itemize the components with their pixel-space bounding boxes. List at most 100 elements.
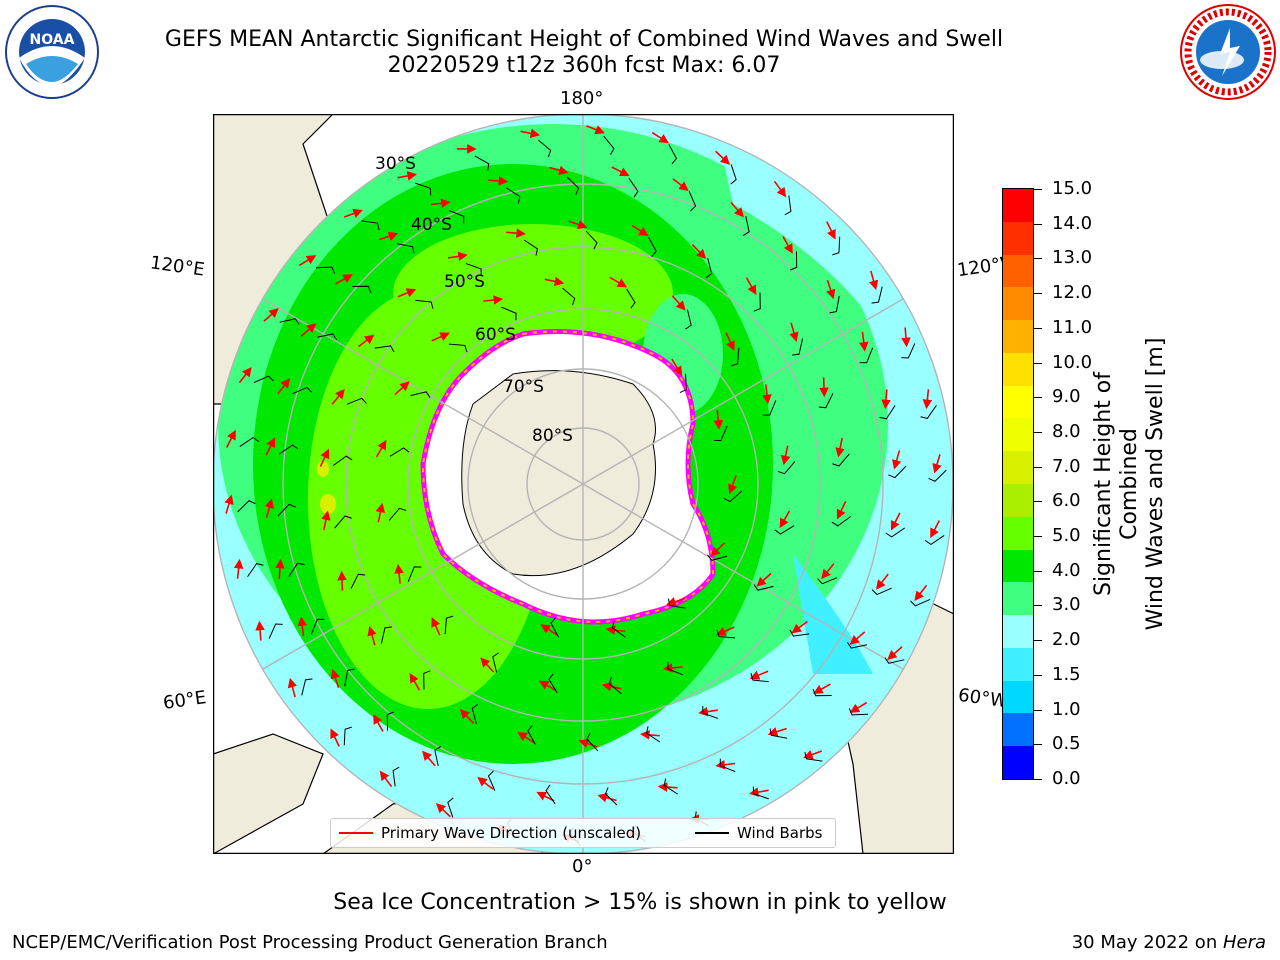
wave-direction-arrow	[835, 437, 845, 458]
wave-direction-arrow	[868, 270, 879, 291]
colorbar-segment	[1003, 320, 1033, 353]
legend-swatch-wave	[339, 832, 373, 834]
wind-barb	[344, 668, 355, 687]
colorbar-segment	[1003, 582, 1033, 616]
wind-barb	[388, 507, 407, 521]
wave-direction-arrow	[780, 445, 791, 466]
wind-barb	[434, 746, 442, 767]
wind-barb	[924, 535, 945, 546]
wind-barb	[831, 516, 852, 527]
wind-barb	[730, 347, 740, 367]
wave-direction-arrow	[813, 683, 831, 694]
wave-direction-arrow	[836, 501, 847, 520]
wind-barb	[789, 629, 810, 637]
lat-label-40s: 40°S	[411, 215, 452, 235]
wind-barb	[471, 703, 479, 725]
wind-barb	[928, 469, 947, 482]
wind-barb	[829, 295, 840, 314]
wind-barb	[586, 732, 599, 752]
wind-barb	[888, 465, 907, 479]
wind-barb	[719, 758, 736, 773]
wave-direction-arrow	[538, 680, 557, 692]
wave-direction-arrow	[609, 276, 628, 288]
wind-barb	[423, 670, 431, 690]
wave-direction-arrow	[875, 573, 889, 590]
colorbar-tick-label: 10.0	[1052, 351, 1093, 373]
colorbar-segment	[1003, 647, 1033, 681]
antarctic-continent	[461, 370, 656, 577]
wind-barb	[753, 584, 774, 591]
wave-direction-arrow	[409, 672, 421, 691]
wave-direction-arrow	[275, 558, 285, 579]
colorbar-segment	[1003, 516, 1033, 550]
wind-barb	[792, 338, 804, 356]
wave-direction-arrow	[358, 334, 375, 348]
wave-direction-arrow	[930, 520, 941, 539]
wave-direction-arrow	[430, 198, 451, 209]
colorbar-tick	[1034, 779, 1042, 780]
wind-barb	[316, 333, 337, 341]
colorbar-title-line1: Significant Height of Combined	[1091, 371, 1142, 597]
wave-direction-arrow	[394, 563, 404, 584]
wave-direction-arrow	[488, 176, 509, 186]
wave-direction-arrow	[666, 597, 686, 607]
wind-barb	[790, 251, 798, 271]
colorbar-segment	[1003, 451, 1033, 484]
colorbar-tick-label: 7.0	[1052, 455, 1081, 477]
chart-title: GEFS MEAN Antarctic Significant Height o…	[164, 27, 1004, 52]
colorbar-tick	[1034, 293, 1042, 295]
wind-barb	[832, 236, 841, 256]
wind-barb	[506, 187, 521, 204]
wind-barb	[407, 566, 422, 582]
wave-direction-arrow	[422, 750, 436, 767]
wind-barb	[566, 176, 580, 195]
wind-barb	[278, 444, 299, 455]
wind-barb	[603, 135, 615, 155]
wind-barb	[301, 678, 313, 696]
wind-barb	[871, 286, 883, 304]
wind-barb	[315, 266, 336, 274]
wave-direction-arrow	[297, 616, 308, 637]
colorbar-tick-label: 13.0	[1052, 247, 1093, 269]
wave-direction-arrow	[715, 150, 731, 165]
lon-label-120e: 120°E	[148, 252, 206, 281]
wave-direction-arrow	[611, 166, 630, 177]
colorbar-tick-label: 0.5	[1052, 733, 1081, 755]
wind-barb	[604, 787, 618, 806]
wave-direction-arrow	[379, 231, 399, 241]
wave-direction-arrow	[782, 236, 793, 254]
wind-barb	[784, 195, 792, 216]
wave-direction-arrow	[749, 670, 769, 680]
colorbar-tick	[1034, 223, 1042, 225]
wave-direction-arrow	[263, 308, 279, 322]
colorbar-tick	[1034, 536, 1042, 538]
lat-label-70s: 70°S	[503, 377, 544, 397]
wind-barb	[668, 144, 678, 165]
wind-barb	[713, 425, 728, 442]
colorbar-segment	[1003, 189, 1033, 222]
wind-barb	[910, 598, 931, 607]
wave-direction-arrow	[578, 738, 598, 749]
wave-direction-arrow	[779, 510, 791, 529]
wind-barb	[885, 527, 906, 538]
wave-direction-arrow	[517, 731, 535, 744]
wind-barb	[527, 725, 536, 746]
colorbar-tick-label: 14.0	[1052, 212, 1093, 234]
wave-direction-arrow	[932, 454, 942, 474]
wave-direction-arrow	[397, 171, 417, 181]
wind-barb	[774, 525, 795, 535]
map-legend: Primary Wave Direction (unscaled) Wind B…	[330, 818, 836, 848]
colorbar-tick-label: 1.0	[1052, 698, 1081, 720]
wave-direction-arrow	[343, 208, 363, 218]
wave-direction-arrow	[225, 429, 236, 448]
colorbar-tick	[1034, 258, 1042, 260]
wave-direction-arrow	[756, 572, 772, 587]
colorbar-tick	[1034, 327, 1042, 329]
wave-direction-arrow	[849, 701, 868, 713]
wind-barb	[492, 652, 499, 673]
wind-barb	[871, 587, 892, 596]
lon-label-180: 180°	[560, 88, 604, 109]
wind-barb	[392, 766, 400, 787]
colorbar-tick	[1034, 431, 1042, 433]
wind-barb	[253, 375, 274, 384]
